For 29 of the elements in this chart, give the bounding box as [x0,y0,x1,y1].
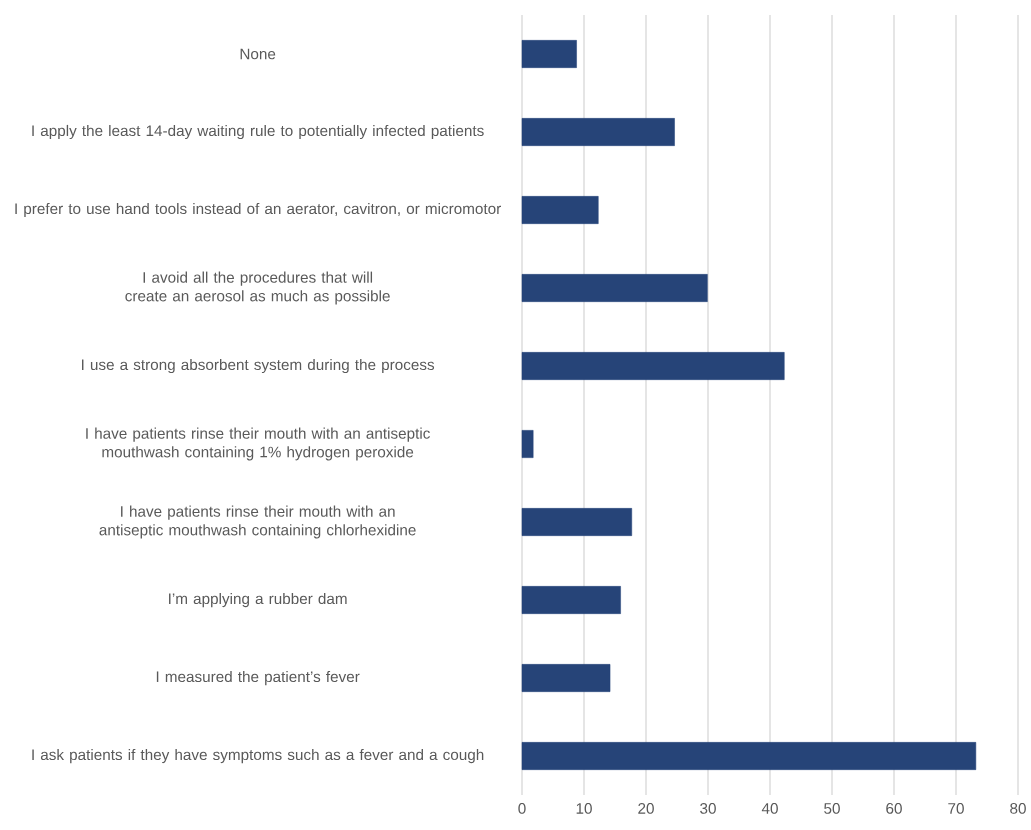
y-tick-label: I have patients rinse their mouth with an antiseptic mouthwash containing 1% hydrogen peroxide [86,427,430,461]
bar [521,196,599,224]
y-tick-label: I use a strong absorbent system during the process [82,358,435,374]
bar [521,274,708,302]
bar [521,742,977,770]
y-tick-label: I ask patients if they have symptoms such as a fever and a cough [32,748,484,764]
x-tick-label: 60 [886,803,902,814]
x-tick-label: 80 [1010,803,1026,814]
y-tick-label: I’m applying a rubber dam [169,592,347,608]
y-tick-label: I avoid all the procedures that will create an aerosol as much as possible [125,271,390,305]
y-tick-label: None [240,48,276,60]
y-tick-label: I prefer to use hand tools instead of an aerator, cavitron, or micromotor [15,202,501,218]
bar [521,352,785,380]
bar [521,118,675,146]
y-tick-label: I apply the least 14-day waiting rule to potentially infected patients [32,124,484,140]
x-tick-label: 30 [700,803,716,814]
bar [521,664,611,692]
bar [521,586,621,614]
x-tick-label: 40 [761,803,778,814]
x-tick-label: 20 [638,803,654,814]
x-tick-label: 0 [518,803,526,814]
x-tick-label: 70 [948,803,964,814]
x-tick-label: 50 [824,803,840,814]
x-tick-label: 10 [576,803,592,814]
bar [521,430,534,458]
y-tick-label: I have patients rinse their mouth with an antiseptic mouthwash containing chlorhexidine [99,505,416,539]
y-tick-label: I measured the patient’s fever [156,670,360,686]
bar [521,508,633,536]
bar [521,40,577,68]
